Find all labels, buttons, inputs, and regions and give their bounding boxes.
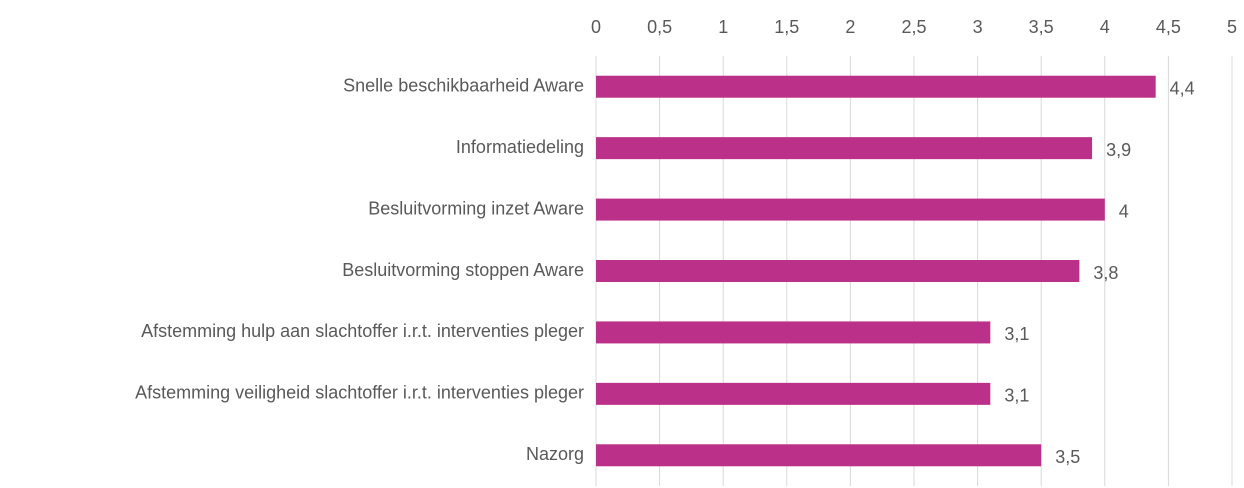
y-tick-label: Afstemming veiligheid slachtoffer i.r.t.… — [135, 383, 584, 403]
x-tick-label: 2,5 — [901, 17, 926, 37]
value-label: 4,4 — [1170, 78, 1195, 98]
y-tick-label: Besluitvorming inzet Aware — [368, 198, 584, 218]
value-label: 3,9 — [1106, 140, 1131, 160]
x-tick-label: 4 — [1100, 17, 1110, 37]
bar — [596, 137, 1093, 160]
y-tick-label: Snelle beschikbaarheid Aware — [343, 75, 584, 95]
value-label: 4 — [1119, 201, 1129, 221]
y-tick-label: Informatiedeling — [456, 137, 584, 157]
y-tick-label: Besluitvorming stoppen Aware — [342, 260, 584, 280]
x-tick-label: 3,5 — [1029, 17, 1054, 37]
x-tick-label: 1 — [718, 17, 728, 37]
x-tick-label: 2 — [845, 17, 855, 37]
value-label: 3,1 — [1004, 386, 1029, 406]
bar — [596, 75, 1156, 98]
bar — [596, 321, 991, 344]
x-tick-label: 4,5 — [1156, 17, 1181, 37]
value-label: 3,1 — [1004, 324, 1029, 344]
x-tick-label: 0 — [591, 17, 601, 37]
x-tick-label: 3 — [973, 17, 983, 37]
bar — [596, 382, 991, 405]
value-label: 3,5 — [1055, 447, 1080, 467]
bar — [596, 198, 1105, 221]
y-tick-label: Afstemming hulp aan slachtoffer i.r.t. i… — [141, 321, 584, 341]
x-tick-label: 0,5 — [647, 17, 672, 37]
value-label: 3,8 — [1093, 263, 1118, 283]
y-tick-label: Nazorg — [526, 444, 584, 464]
bar — [596, 444, 1042, 467]
bar — [596, 260, 1080, 282]
x-tick-label: 5 — [1227, 17, 1237, 37]
x-tick-label: 1,5 — [774, 17, 799, 37]
